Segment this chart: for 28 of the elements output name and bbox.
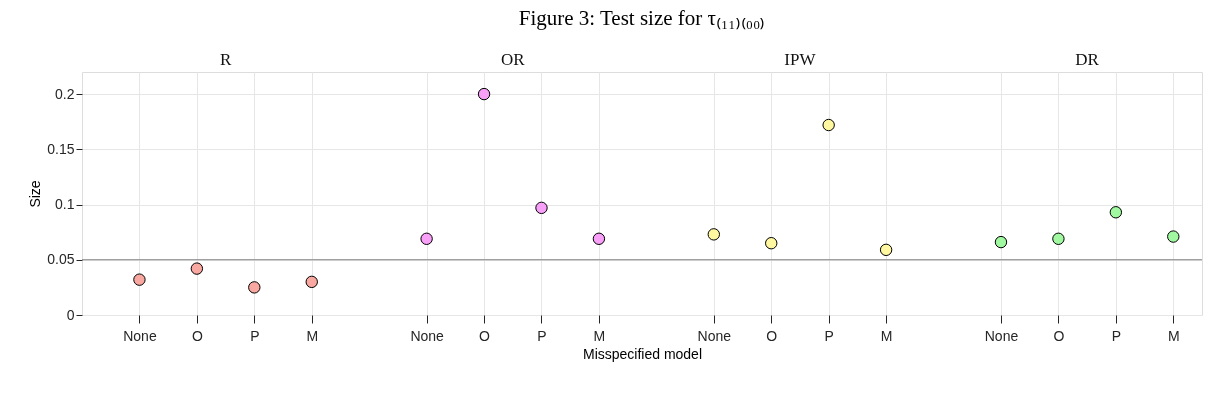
- text: IPW: [784, 50, 817, 69]
- y-axis-title: Size: [27, 180, 44, 208]
- x-tick-label: P: [1111, 327, 1122, 344]
- chart-title: Figure 3: Test size for τ₍₁₁₎₍₀₀₎: [518, 6, 766, 30]
- x-tick-label: O: [766, 327, 778, 344]
- x-tick-label: O: [479, 327, 491, 344]
- x-tick-label: M: [593, 327, 606, 344]
- x-tick-label: None: [984, 327, 1019, 344]
- x-tick-label: P: [824, 327, 834, 344]
- x-tick-label: O: [1053, 327, 1065, 344]
- text: R: [219, 50, 232, 69]
- x-tick-label: None: [410, 327, 445, 344]
- y-tick-label: 0.15: [47, 140, 75, 157]
- x-tick-label: None: [123, 327, 157, 344]
- x-tick-label: None: [697, 327, 732, 344]
- x-tick-label: M: [1167, 327, 1180, 344]
- x-tick-label: M: [880, 327, 893, 344]
- y-tick-label: 0: [66, 306, 75, 323]
- text: DR: [1075, 50, 1100, 69]
- y-tick-label: 0.1: [55, 196, 75, 213]
- x-tick-label: M: [306, 327, 319, 344]
- x-tick-label: P: [250, 327, 260, 344]
- x-axis-title: Misspecified model: [582, 345, 703, 362]
- x-tick-label: O: [191, 327, 203, 344]
- y-tick-label: 0.2: [55, 85, 75, 102]
- y-tick-label: 0.05: [47, 251, 75, 268]
- text: OR: [500, 50, 526, 69]
- x-tick-label: P: [537, 327, 547, 344]
